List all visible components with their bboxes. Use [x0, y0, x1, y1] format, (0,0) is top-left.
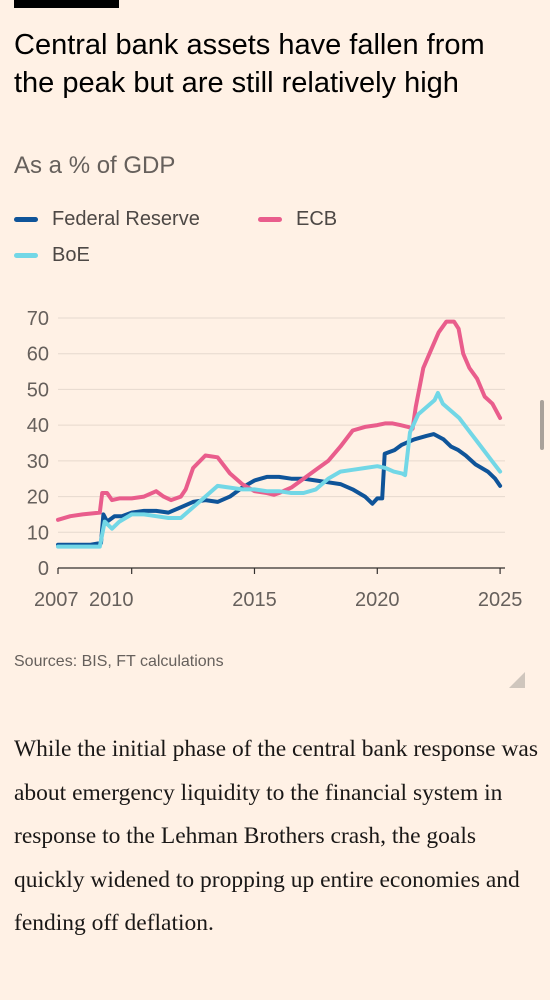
- series-line-boe: [56, 391, 503, 549]
- legend-item-ecb: ECB: [258, 208, 337, 231]
- series-line-federal-reserve: [56, 432, 503, 547]
- series-line-ecb: [56, 319, 503, 522]
- y-tick-label: 70: [27, 308, 49, 330]
- chart-source: Sources: BIS, FT calculations: [14, 653, 224, 670]
- legend-label-boe: BoE: [52, 244, 90, 266]
- header-rule: [14, 0, 119, 8]
- legend-swatch-boe: [14, 253, 38, 258]
- scrollbar-thumb[interactable]: [540, 400, 544, 450]
- chart-title: Central bank assets have fallen from the…: [14, 29, 485, 99]
- y-tick-label: 20: [27, 487, 49, 509]
- x-tick-label: 2020: [355, 589, 400, 611]
- legend-label-ecb: ECB: [296, 208, 338, 230]
- legend-label-federal-reserve: Federal Reserve: [52, 208, 200, 230]
- legend-item-federal-reserve: Federal Reserve: [14, 208, 200, 231]
- expand-corner-icon[interactable]: [509, 672, 525, 688]
- y-tick-label: 40: [27, 415, 49, 437]
- legend-swatch-federal-reserve: [14, 217, 38, 222]
- x-tick-label: 2007: [34, 589, 79, 611]
- chart-subtitle: As a % of GDP: [14, 152, 176, 179]
- y-tick-label: 0: [38, 558, 49, 580]
- y-tick-label: 10: [27, 522, 49, 544]
- line-chart: 0 10 20 30 40 50 60 70 2007 2010 2015 2020 2025: [27, 308, 523, 611]
- y-tick-label: 50: [27, 379, 49, 401]
- x-tick-label: 2010: [89, 589, 134, 611]
- y-tick-label: 30: [27, 451, 49, 473]
- x-tick-label: 2015: [232, 589, 277, 611]
- legend-item-boe: BoE: [14, 244, 90, 267]
- legend-swatch-ecb: [258, 217, 282, 222]
- x-tick-label: 2025: [478, 589, 523, 611]
- y-tick-label: 60: [27, 344, 49, 366]
- article-paragraph: While the initial phase of the central b…: [14, 736, 538, 936]
